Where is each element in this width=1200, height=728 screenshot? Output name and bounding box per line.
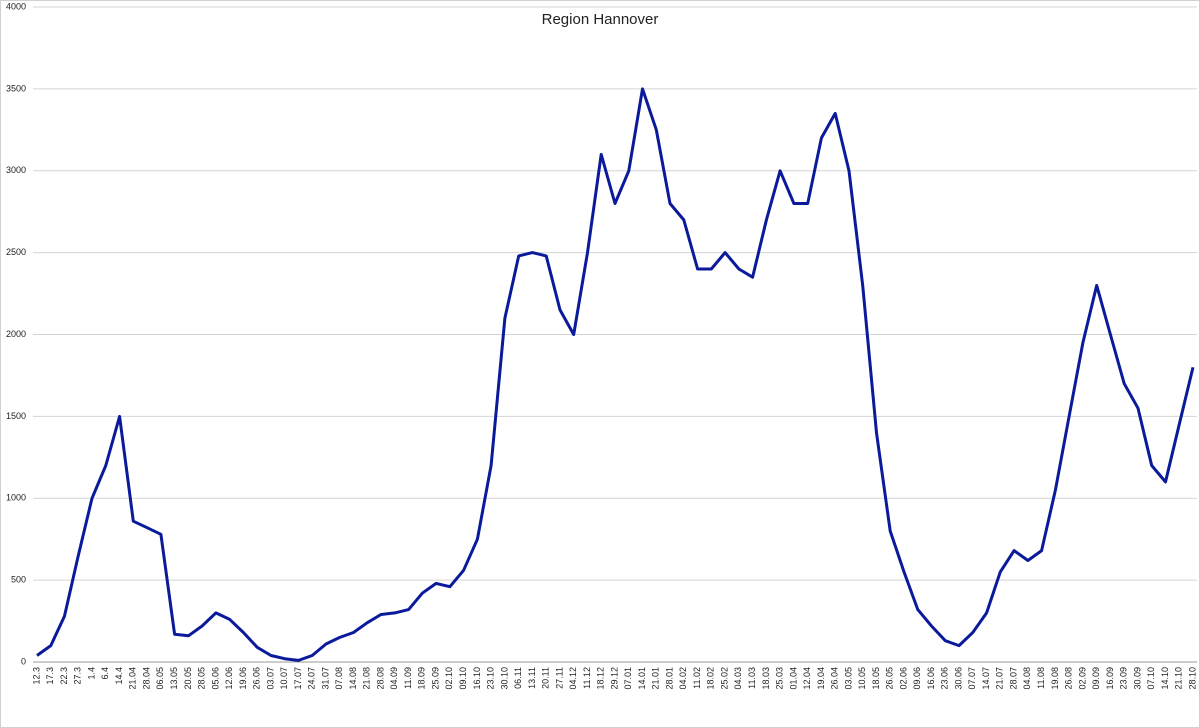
x-tick-label: 25.03 [775, 667, 785, 690]
x-tick-label: 30.06 [953, 667, 963, 690]
x-tick-label: 14.01 [637, 667, 647, 690]
x-tick-label: 11.09 [403, 667, 413, 689]
x-tick-label: 05.06 [210, 667, 220, 690]
x-tick-label: 26.04 [830, 667, 840, 690]
x-tick-label: 21.01 [651, 667, 661, 690]
x-tick-label: 04.02 [678, 667, 688, 690]
x-tick-label: 17.07 [293, 667, 303, 690]
x-tick-label: 18.03 [761, 667, 771, 690]
x-tick-label: 17.3 [45, 667, 55, 685]
x-tick-label: 25.09 [430, 667, 440, 690]
y-tick-label: 3500 [6, 83, 26, 93]
y-tick-label: 500 [11, 575, 26, 585]
x-tick-label: 21.08 [362, 667, 372, 690]
x-tick-label: 04.08 [1022, 667, 1032, 690]
x-tick-label: 20.05 [183, 667, 193, 690]
x-tick-label: 27.11 [554, 667, 564, 689]
x-tick-label: 04.09 [389, 667, 399, 690]
x-tick-label: 03.07 [265, 667, 275, 690]
x-tick-label: 03.05 [843, 667, 853, 690]
chart-title: Region Hannover [542, 11, 659, 28]
x-tick-label: 04.12 [568, 667, 578, 690]
x-tick-label: 28.04 [141, 667, 151, 690]
x-tick-label: 11.12 [582, 667, 592, 689]
x-tick-label: 09.09 [1091, 667, 1101, 690]
x-tick-label: 14.10 [1160, 667, 1170, 690]
x-tick-label: 28.01 [664, 667, 674, 690]
x-tick-label: 31.07 [320, 667, 330, 690]
x-tick-label: 07.01 [623, 667, 633, 690]
x-tick-label: 23.09 [1119, 667, 1129, 690]
y-tick-label: 1000 [6, 493, 26, 503]
x-tick-label: 12.04 [802, 667, 812, 690]
x-tick-label: 02.10 [444, 667, 454, 690]
x-tick-label: 11.03 [747, 667, 757, 689]
x-tick-label: 11.08 [1036, 667, 1046, 689]
x-tick-label: 21.07 [995, 667, 1005, 690]
x-tick-label: 21.04 [128, 667, 138, 690]
x-tick-label: 12.3 [31, 667, 41, 685]
y-tick-label: 3000 [6, 165, 26, 175]
y-tick-label: 2500 [6, 247, 26, 257]
x-tick-label: 28.08 [375, 667, 385, 690]
x-tick-label: 10.07 [279, 667, 289, 690]
x-tick-label: 19.04 [816, 667, 826, 690]
x-tick-label: 21.10 [1174, 667, 1184, 690]
x-tick-label: 26.08 [1064, 667, 1074, 690]
x-tick-label: 07.07 [967, 667, 977, 690]
x-tick-label: 12.06 [224, 667, 234, 690]
x-tick-label: 25.02 [719, 667, 729, 690]
x-tick-label: 30.10 [499, 667, 509, 690]
x-tick-label: 6.4 [100, 667, 110, 680]
y-tick-label: 0 [21, 656, 26, 666]
x-tick-label: 1.4 [86, 667, 96, 680]
x-tick-label: 01.04 [788, 667, 798, 690]
x-tick-label: 07.10 [1146, 667, 1156, 690]
x-tick-label: 27.3 [73, 667, 83, 685]
x-tick-label: 16.09 [1105, 667, 1115, 690]
x-tick-label: 11.02 [692, 667, 702, 689]
x-tick-label: 02.09 [1077, 667, 1087, 690]
x-tick-label: 06.05 [155, 667, 165, 690]
x-tick-label: 06.11 [513, 667, 523, 689]
x-tick-label: 09.06 [912, 667, 922, 690]
x-tick-label: 16.10 [472, 667, 482, 690]
x-tick-label: 14.07 [981, 667, 991, 690]
x-tick-label: 23.10 [486, 667, 496, 690]
data-line [36, 87, 1195, 662]
x-tick-label: 16.06 [926, 667, 936, 690]
y-tick-label: 1500 [6, 411, 26, 421]
x-tick-label: 26.05 [885, 667, 895, 690]
x-tick-label: 18.12 [596, 667, 606, 690]
x-tick-label: 04.03 [733, 667, 743, 690]
x-tick-label: 02.06 [898, 667, 908, 690]
x-tick-label: 28.07 [1008, 667, 1018, 690]
x-tick-label: 29.12 [609, 667, 619, 690]
x-tick-label: 09.10 [458, 667, 468, 690]
x-tick-label: 30.09 [1132, 667, 1142, 690]
x-tick-label: 28.10 [1187, 667, 1197, 690]
x-tick-label: 20.11 [541, 667, 551, 689]
x-tick-label: 19.08 [1050, 667, 1060, 690]
y-tick-label: 4000 [6, 1, 26, 11]
y-tick-label: 2000 [6, 329, 26, 339]
x-tick-label: 13.11 [527, 667, 537, 689]
x-tick-label: 23.06 [940, 667, 950, 690]
x-tick-label: 18.09 [417, 667, 427, 690]
x-tick-label: 14.4 [114, 667, 124, 685]
x-tick-label: 13.05 [169, 667, 179, 690]
x-tick-label: 26.06 [252, 667, 262, 690]
x-tick-label: 28.05 [197, 667, 207, 690]
x-tick-label: 18.05 [871, 667, 881, 690]
x-tick-label: 07.08 [334, 667, 344, 690]
x-tick-label: 18.02 [706, 667, 716, 690]
x-tick-label: 10.05 [857, 667, 867, 690]
x-tick-label: 22.3 [59, 667, 69, 685]
x-tick-label: 14.08 [348, 667, 358, 690]
x-tick-label: 19.06 [238, 667, 248, 690]
x-tick-label: 24.07 [307, 667, 317, 690]
